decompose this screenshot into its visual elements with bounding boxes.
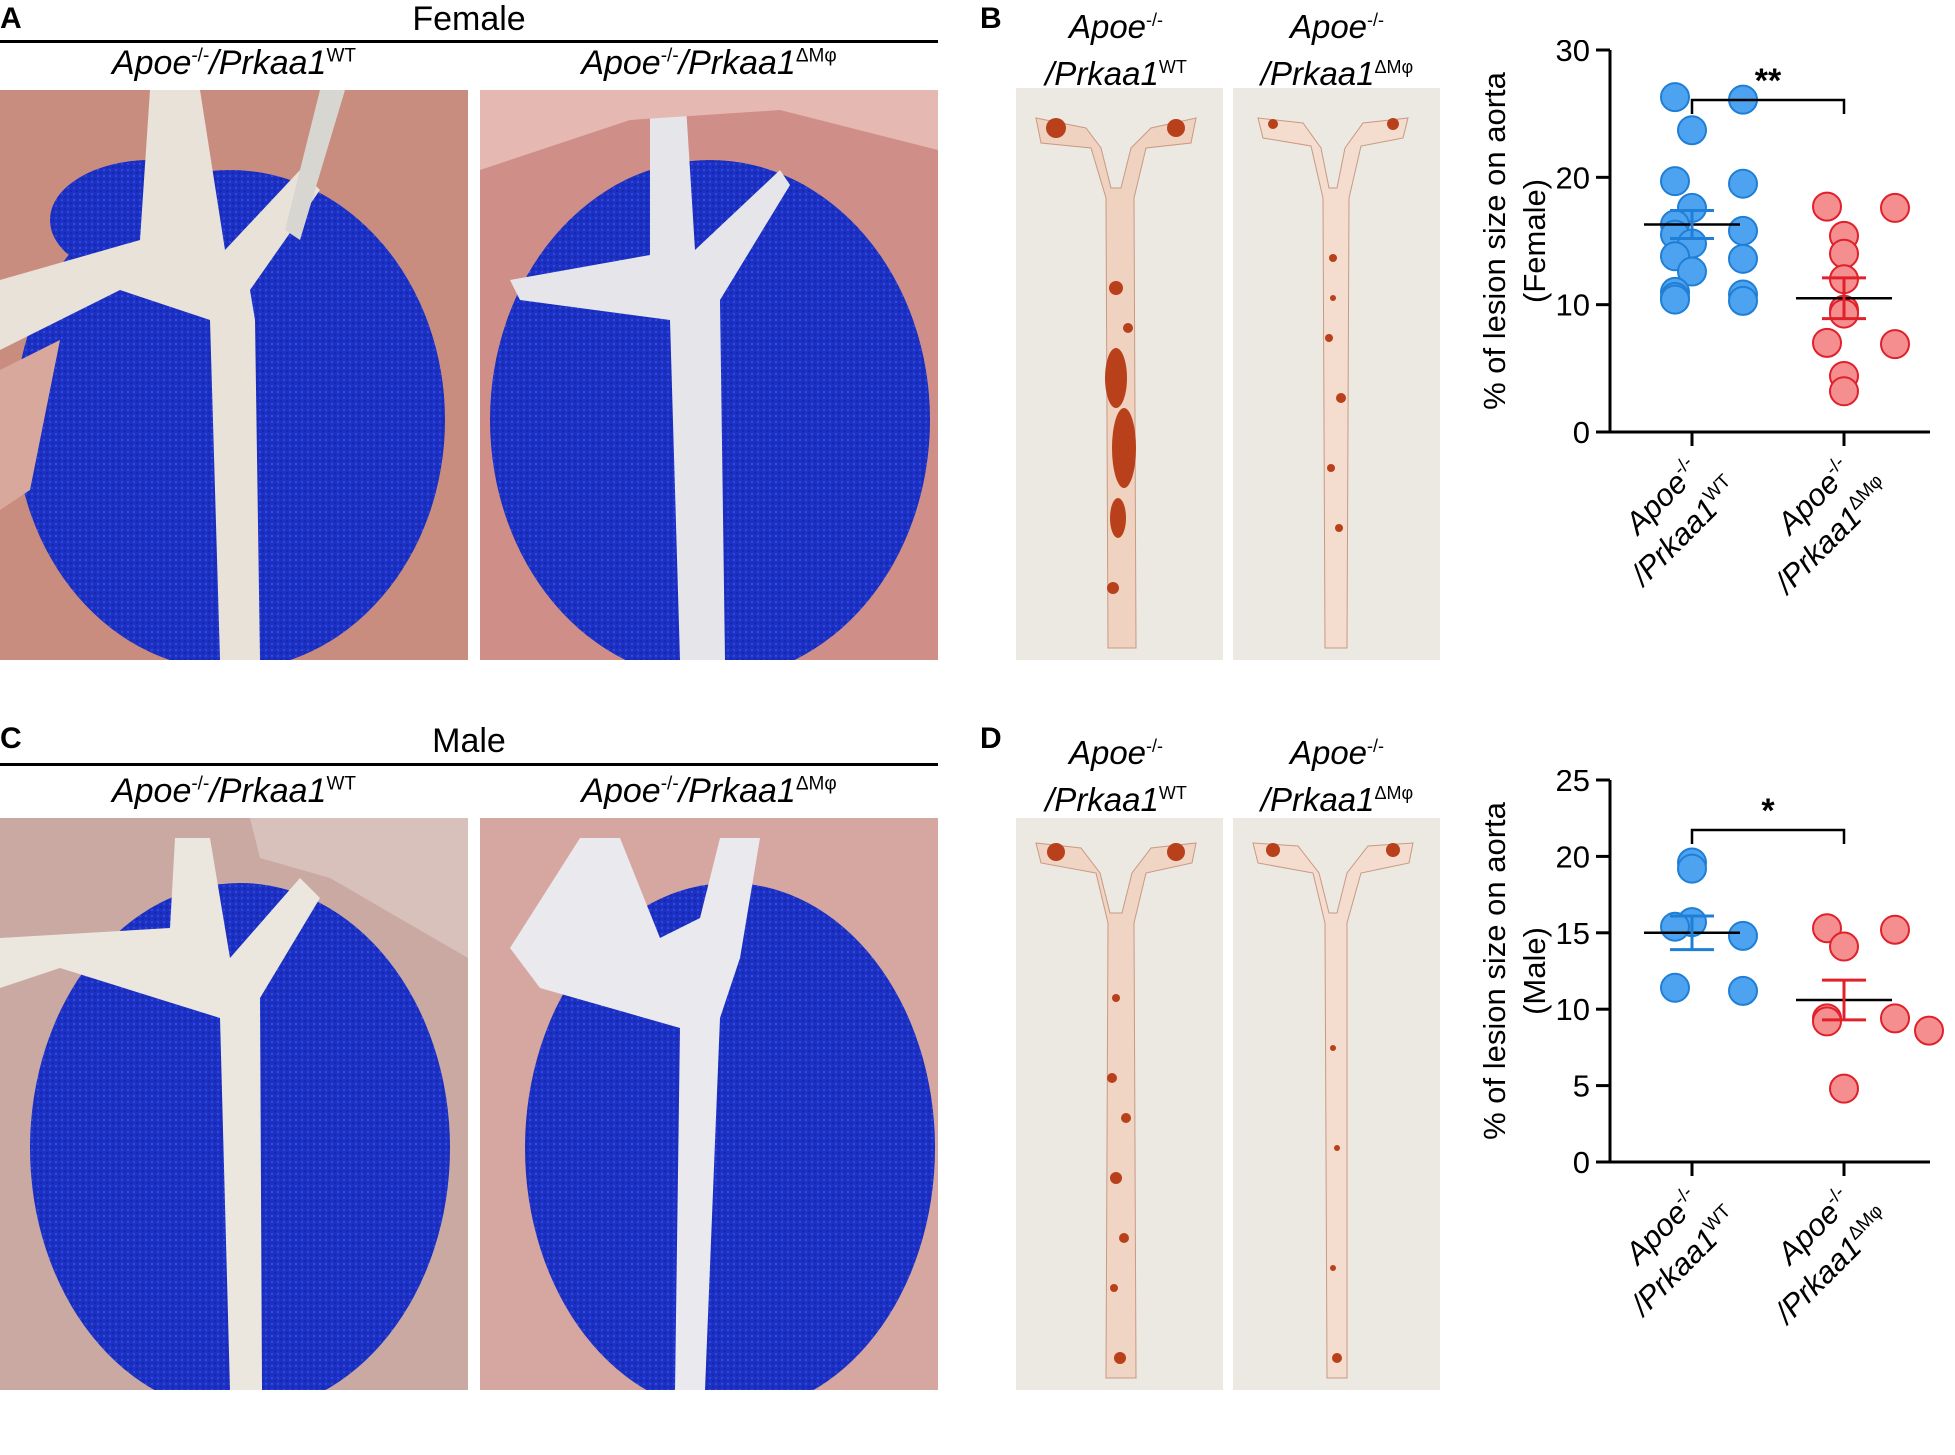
genotype-label-d-wt: Apoe-/- /Prkaa1WT [1045,734,1187,818]
x-category-label: Apoe-/-/Prkaa1ΔMφ [1767,1182,1888,1331]
heart-photo-male-wt [0,818,468,1390]
data-point [1812,191,1842,222]
data-point [1728,285,1758,316]
data-point [1728,243,1758,274]
genotype-label-b-ko: Apoe-/- /Prkaa1ΔMφ [1260,8,1414,92]
significance-bracket [1690,828,1846,844]
x-category-label: Apoe-/-/Prkaa1WT [1617,1182,1736,1323]
male-title: Male [432,722,506,760]
data-point [1677,115,1707,146]
data-point [1728,215,1758,246]
heart-photo-female-ko [480,90,938,660]
data-point [1880,914,1910,945]
data-point [1914,1015,1944,1046]
data-point [1829,376,1859,407]
panel-label-a: A [0,2,22,35]
data-point [1880,1003,1910,1034]
y-tick-label: 30 [1556,40,1590,68]
heart-photo-female-wt [0,90,468,660]
data-point [1677,853,1707,884]
y-tick-label: 20 [1556,160,1590,195]
aorta-photo-male-ko [1233,818,1440,1390]
lesion-scatter-female: 0 10 20 30% of lesion size on aorta (Female)… [1460,33,1955,720]
significance-label: ** [1755,62,1782,100]
data-point [1728,168,1758,199]
data-point [1660,82,1690,113]
female-title: Female [412,0,526,38]
y-tick-label: 25 [1556,770,1590,798]
x-category-label: Apoe-/-/Prkaa1WT [1617,452,1736,593]
data-point [1880,192,1910,223]
panel-label-c: C [0,722,22,755]
data-point [1728,920,1758,951]
panel-label-b: B [980,2,1002,35]
data-point [1677,256,1707,287]
genotype-label-a-ko: Apoe-/-/Prkaa1ΔMφ [581,44,837,82]
y-axis-label: % of lesion size on aorta (Male) [1477,801,1552,1140]
y-tick-label: 10 [1556,288,1590,323]
data-point [1812,1006,1842,1037]
data-point [1660,284,1690,315]
data-point [1812,327,1842,358]
female-divider [0,40,938,43]
genotype-label-c-wt: Apoe-/-/Prkaa1WT [111,772,357,810]
y-axis-label: % of lesion size on aorta (Female) [1477,71,1552,410]
aorta-photo-female-wt [1016,88,1223,660]
y-tick-label: 5 [1573,1069,1590,1104]
x-category-label: Apoe-/-/Prkaa1ΔMφ [1767,452,1888,601]
genotype-label-a-wt: Apoe-/-/Prkaa1WT [111,44,357,82]
panel-label-d: D [980,722,1002,755]
lesion-scatter-male: 0 5 10 15 20 25% of lesion size on aorta (Male… [1460,763,1955,1450]
genotype-label-d-ko: Apoe-/- /Prkaa1ΔMφ [1260,734,1414,818]
y-tick-label: 0 [1573,415,1590,450]
significance-label: * [1761,792,1775,830]
aorta-photo-male-wt [1016,818,1223,1390]
male-divider [0,763,938,766]
data-point [1660,166,1690,197]
data-point [1829,931,1859,962]
genotype-label-c-ko: Apoe-/-/Prkaa1ΔMφ [581,772,837,810]
data-point [1829,238,1859,269]
y-tick-label: 15 [1556,916,1590,951]
data-point [1660,972,1690,1003]
data-point [1880,329,1910,360]
data-point [1829,1073,1859,1104]
y-tick-label: 20 [1556,839,1590,874]
genotype-label-b-wt: Apoe-/- /Prkaa1WT [1045,8,1187,92]
heart-photo-male-ko [480,818,938,1390]
data-point [1728,975,1758,1006]
y-tick-label: 0 [1573,1145,1590,1180]
aorta-photo-female-ko [1233,88,1440,660]
significance-bracket [1690,98,1846,114]
y-tick-label: 10 [1556,992,1590,1027]
data-point [1812,913,1842,944]
